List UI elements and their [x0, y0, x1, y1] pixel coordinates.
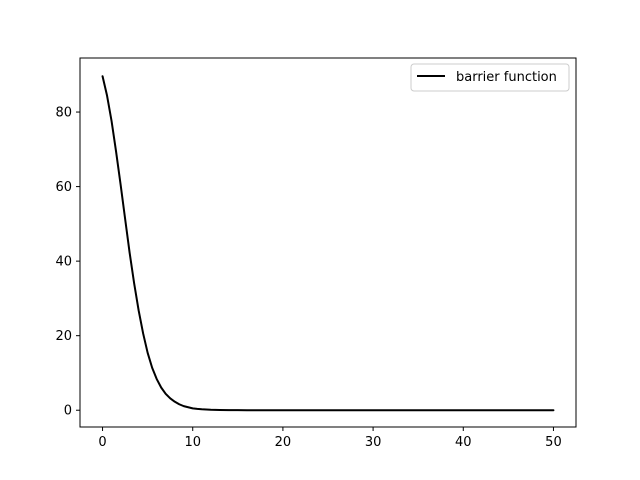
x-tick-label: 40	[455, 435, 472, 450]
y-tick-label: 0	[64, 404, 72, 419]
x-tick-label: 0	[98, 435, 106, 450]
plot-area	[101, 75, 555, 412]
y-tick-label: 80	[55, 106, 72, 121]
legend: barrier function	[410, 63, 570, 92]
series-line-0	[101, 75, 555, 412]
x-tick-label: 50	[545, 435, 562, 450]
x-axis: 0 10 20 30 40 50	[98, 427, 562, 450]
y-tick-label: 60	[55, 180, 72, 195]
x-tick-label: 10	[184, 435, 201, 450]
y-tick-label: 20	[55, 329, 72, 344]
legend-frame	[410, 63, 570, 92]
y-axis: 0 20 40 60 80	[55, 106, 80, 419]
y-tick-label: 40	[55, 255, 72, 270]
legend-label: barrier function	[456, 70, 557, 85]
x-tick-label: 30	[365, 435, 382, 450]
axes-frame	[79, 57, 577, 428]
x-tick-label: 20	[275, 435, 292, 450]
